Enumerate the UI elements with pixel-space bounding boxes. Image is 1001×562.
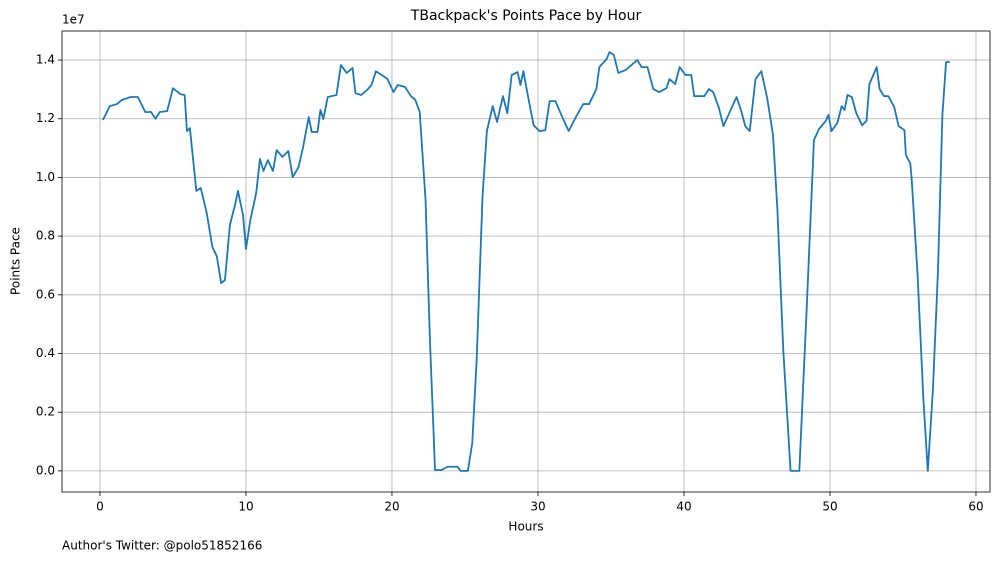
x-axis-label: Hours [508,520,543,534]
chart-title: TBackpack's Points Pace by Hour [410,8,642,24]
x-tick-label: 0 [96,500,104,514]
x-tick-label: 10 [238,500,253,514]
y-offset-label: 1e7 [62,13,85,27]
y-axis-label: Points Pace [9,227,23,295]
x-tick-label: 40 [676,500,691,514]
y-tick-label: 0.4 [36,346,55,360]
x-tick-label: 60 [968,500,983,514]
x-tick-label: 30 [530,500,545,514]
footnote: Author's Twitter: @polo51852166 [62,539,262,553]
x-tick-label: 50 [822,500,837,514]
y-tick-label: 0.6 [36,287,55,301]
y-tick-label: 1.0 [36,170,55,184]
y-tick-label: 0.0 [36,463,55,477]
plot-frame [61,30,991,493]
y-tick-label: 0.2 [36,405,55,419]
y-tick-label: 1.2 [36,111,55,125]
y-tick-label: 0.8 [36,229,55,243]
line [102,51,950,472]
y-tick-label: 1.4 [36,53,55,67]
x-tick-label: 20 [384,500,399,514]
